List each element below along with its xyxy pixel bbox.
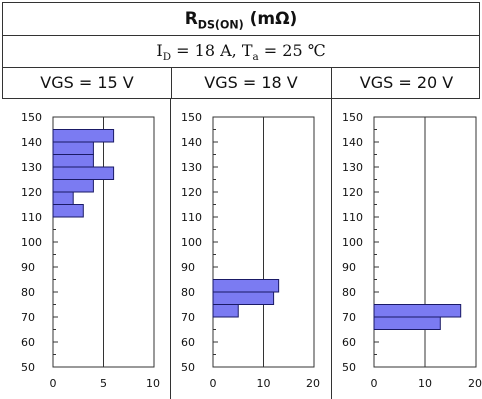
y-tick-label: 50 xyxy=(21,361,35,374)
table-title: RDS(ON) (mΩ) xyxy=(2,2,480,36)
y-tick-label: 150 xyxy=(342,111,363,124)
x-tick-label: 10 xyxy=(257,377,271,390)
y-tick-label: 90 xyxy=(21,261,35,274)
histogram-bar xyxy=(373,304,462,318)
x-tick-label: 20 xyxy=(468,377,482,390)
vgs-18-header: VGS = 18 V xyxy=(171,68,332,98)
x-tick-label: 10 xyxy=(418,377,432,390)
y-tick-label: 80 xyxy=(342,286,356,299)
histogram-bar xyxy=(52,141,94,155)
x-tick-label: 5 xyxy=(100,377,107,390)
histogram-bar xyxy=(212,304,239,318)
ta-subscript: a xyxy=(252,51,259,64)
y-tick-label: 80 xyxy=(21,286,35,299)
y-tick-label: 90 xyxy=(181,261,195,274)
y-tick-label: 50 xyxy=(342,361,356,374)
y-tick-label: 150 xyxy=(181,111,202,124)
histogram-bar xyxy=(52,191,74,205)
y-tick-label: 140 xyxy=(181,136,202,149)
histogram-bar xyxy=(52,154,94,168)
y-tick-label: 50 xyxy=(181,361,195,374)
title-unit: (mΩ) xyxy=(243,9,298,29)
y-tick-label: 110 xyxy=(181,211,202,224)
y-tick-label: 130 xyxy=(21,161,42,174)
x-tick-label: 0 xyxy=(50,377,57,390)
ta-value: = 25 ℃ xyxy=(258,41,326,60)
y-tick-label: 150 xyxy=(21,111,42,124)
y-tick-label: 140 xyxy=(342,136,363,149)
y-tick-label: 60 xyxy=(181,336,195,349)
histogram-bar xyxy=(52,204,84,218)
x-tick-label: 0 xyxy=(371,377,378,390)
title-symbol: R xyxy=(184,9,198,29)
histogram-bar xyxy=(52,129,115,143)
histogram-bar xyxy=(373,316,441,330)
x-tick-label: 10 xyxy=(146,377,160,390)
test-conditions: ID = 18 A, Ta = 25 ℃ xyxy=(2,36,480,68)
y-tick-label: 90 xyxy=(342,261,356,274)
y-tick-label: 140 xyxy=(21,136,42,149)
y-tick-label: 130 xyxy=(342,161,363,174)
y-tick-label: 120 xyxy=(342,186,363,199)
y-tick-label: 60 xyxy=(342,336,356,349)
y-tick-label: 130 xyxy=(181,161,202,174)
y-tick-label: 120 xyxy=(181,186,202,199)
column-divider xyxy=(170,99,171,399)
y-tick-label: 110 xyxy=(21,211,42,224)
y-tick-label: 100 xyxy=(342,236,363,249)
vgs-20-header: VGS = 20 V xyxy=(359,73,454,92)
y-tick-label: 100 xyxy=(181,236,202,249)
y-tick-label: 120 xyxy=(21,186,42,199)
x-tick-label: 20 xyxy=(306,377,320,390)
y-tick-label: 60 xyxy=(21,336,35,349)
y-tick-label: 70 xyxy=(181,311,195,324)
y-tick-label: 80 xyxy=(181,286,195,299)
vgs-header-row: VGS = 15 V VGS = 18 V VGS = 20 V xyxy=(2,68,480,99)
column-divider xyxy=(331,99,332,399)
title-subscript: DS(ON) xyxy=(197,18,244,32)
histogram-bar xyxy=(52,166,115,180)
id-value: = 18 A, T xyxy=(171,41,253,60)
id-subscript: D xyxy=(162,51,172,64)
id-symbol: I xyxy=(156,41,163,60)
y-tick-label: 70 xyxy=(342,311,356,324)
x-tick-label: 0 xyxy=(210,377,217,390)
y-tick-label: 100 xyxy=(21,236,42,249)
y-tick-label: 110 xyxy=(342,211,363,224)
histogram-bar xyxy=(212,291,275,305)
y-tick-label: 70 xyxy=(21,311,35,324)
histogram-bar xyxy=(212,279,280,293)
vgs-15-header: VGS = 15 V xyxy=(3,68,172,98)
histogram-bar xyxy=(52,179,94,193)
